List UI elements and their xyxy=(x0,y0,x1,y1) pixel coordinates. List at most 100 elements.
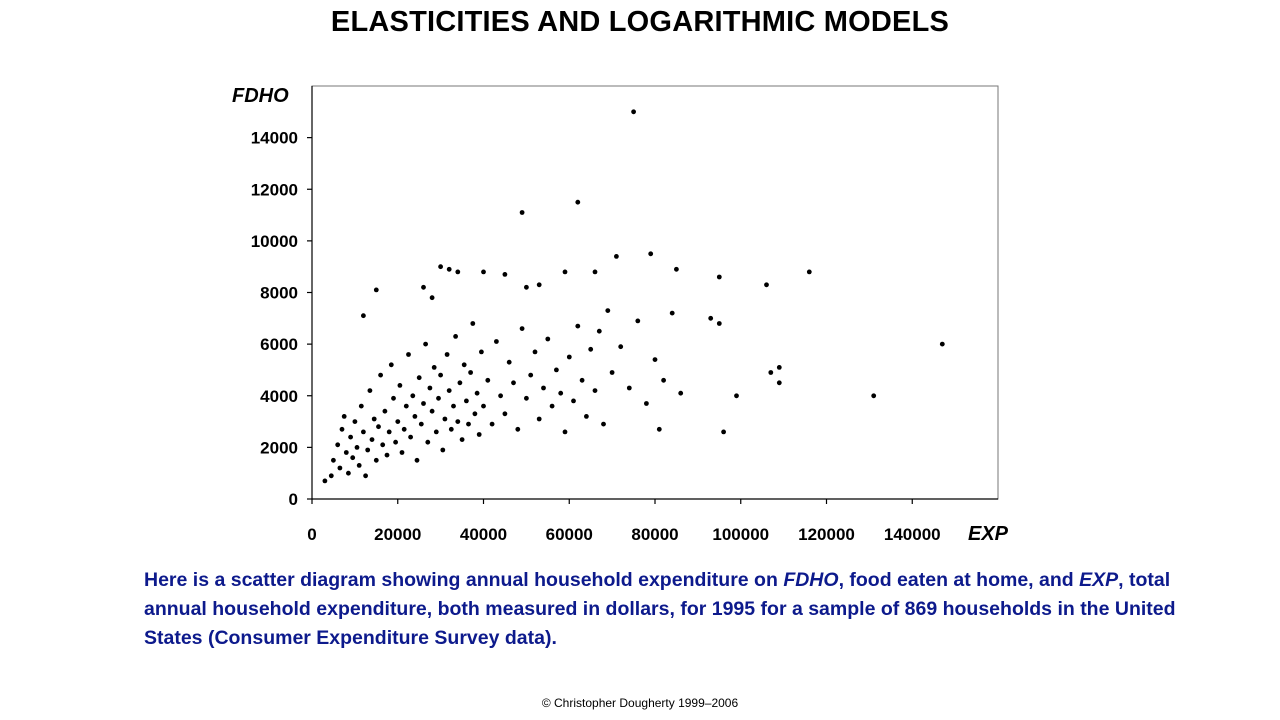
x-tick-label: 40000 xyxy=(460,525,507,544)
data-point xyxy=(871,393,877,399)
data-point xyxy=(459,437,465,442)
data-point xyxy=(481,403,486,409)
data-point xyxy=(421,401,426,406)
data-point xyxy=(716,274,722,280)
data-point xyxy=(511,380,516,386)
data-point xyxy=(464,398,469,404)
data-point xyxy=(776,365,782,370)
data-point xyxy=(519,326,525,331)
data-point xyxy=(455,419,461,424)
y-tick-label: 4000 xyxy=(260,387,298,406)
data-point xyxy=(502,272,508,277)
data-point xyxy=(403,403,409,409)
data-point xyxy=(584,414,589,419)
data-point xyxy=(378,372,383,378)
data-point xyxy=(519,210,525,215)
x-tick-label: 80000 xyxy=(631,525,678,544)
data-point xyxy=(669,310,675,316)
data-point xyxy=(382,408,388,414)
data-point xyxy=(393,439,398,445)
data-point xyxy=(448,426,454,432)
data-point xyxy=(601,421,606,427)
data-point xyxy=(451,403,456,409)
data-point xyxy=(708,315,714,321)
data-point xyxy=(609,370,615,375)
data-point xyxy=(652,357,658,362)
slide-title: ELASTICITIES AND LOGARITHMIC MODELS xyxy=(330,6,950,38)
y-tick-label: 0 xyxy=(289,490,298,509)
y-tick-label: 6000 xyxy=(260,335,298,354)
data-point xyxy=(331,457,336,463)
data-point xyxy=(425,439,431,445)
data-point xyxy=(429,408,435,414)
data-point xyxy=(431,365,437,370)
data-point xyxy=(363,473,368,479)
data-point xyxy=(592,269,598,275)
data-point xyxy=(365,447,371,453)
data-point xyxy=(440,447,446,453)
data-point xyxy=(806,269,812,275)
data-point xyxy=(356,463,362,468)
data-point xyxy=(648,251,654,257)
data-point xyxy=(466,421,471,427)
data-point xyxy=(339,426,345,432)
data-point xyxy=(453,334,458,339)
x-tick-label: 100000 xyxy=(712,525,769,544)
data-point xyxy=(554,367,559,373)
data-point xyxy=(346,470,351,476)
data-point xyxy=(614,254,619,259)
data-point xyxy=(352,419,358,424)
x-tick-label: 60000 xyxy=(546,525,593,544)
data-point xyxy=(421,284,426,290)
y-tick-label: 8000 xyxy=(260,284,298,303)
data-point xyxy=(764,282,769,288)
data-point xyxy=(408,434,413,440)
plot-area-frame xyxy=(311,85,999,500)
data-point xyxy=(384,452,390,458)
data-point xyxy=(423,341,428,347)
data-point xyxy=(433,429,439,435)
data-point xyxy=(588,346,594,352)
data-point xyxy=(322,478,328,484)
data-point xyxy=(367,388,373,393)
data-point xyxy=(446,266,452,272)
data-point xyxy=(395,419,401,424)
data-point xyxy=(474,390,480,396)
data-point xyxy=(386,429,392,435)
data-point xyxy=(506,359,512,365)
data-point xyxy=(373,457,379,463)
data-point xyxy=(579,377,585,383)
data-point xyxy=(371,416,377,422)
data-point xyxy=(335,442,341,448)
data-point xyxy=(656,426,662,432)
data-point xyxy=(481,269,486,275)
data-point xyxy=(391,395,396,401)
data-point xyxy=(348,434,353,440)
data-point xyxy=(541,385,546,391)
data-point xyxy=(485,377,491,383)
data-point xyxy=(328,473,334,479)
data-point xyxy=(416,375,422,381)
data-point xyxy=(678,390,684,396)
data-point xyxy=(524,284,529,290)
data-point xyxy=(532,349,538,355)
data-point xyxy=(388,362,394,368)
data-point xyxy=(558,390,564,396)
data-point xyxy=(406,352,411,357)
data-point xyxy=(350,455,356,461)
data-point xyxy=(721,429,726,435)
data-point xyxy=(470,321,476,326)
data-point xyxy=(515,426,521,432)
data-point xyxy=(674,266,679,272)
data-point xyxy=(661,377,666,383)
data-point xyxy=(455,269,461,275)
data-point xyxy=(361,429,366,435)
data-point xyxy=(427,385,433,391)
data-point xyxy=(461,362,467,368)
data-point xyxy=(566,354,572,360)
caption-term-fdho: FDHO xyxy=(783,569,839,591)
data-point xyxy=(644,401,649,406)
data-point xyxy=(631,109,636,115)
data-point xyxy=(380,442,386,448)
y-axis: 0 2000 4000 6000 8000 10000 12000 14000 xyxy=(251,86,313,509)
